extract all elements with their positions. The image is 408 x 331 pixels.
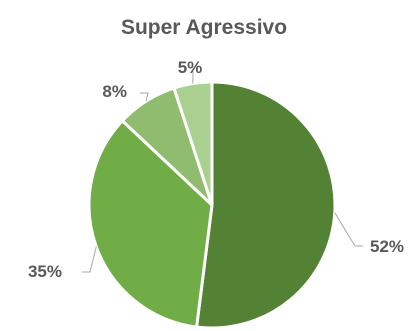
leader-line-35pct xyxy=(82,246,97,273)
data-label-8pct: 8% xyxy=(102,82,127,101)
pie-slice-52pct xyxy=(195,80,337,330)
data-label-35pct: 35% xyxy=(28,262,62,281)
data-label-52pct: 52% xyxy=(370,237,404,256)
pie-slice-5pct xyxy=(172,80,214,207)
data-label-5pct: 5% xyxy=(178,58,203,77)
leader-line-52pct xyxy=(334,212,363,247)
pie-slice-35pct xyxy=(87,119,214,329)
chart-title: Super Agressivo xyxy=(120,16,288,39)
leader-line-8pct xyxy=(140,92,149,102)
